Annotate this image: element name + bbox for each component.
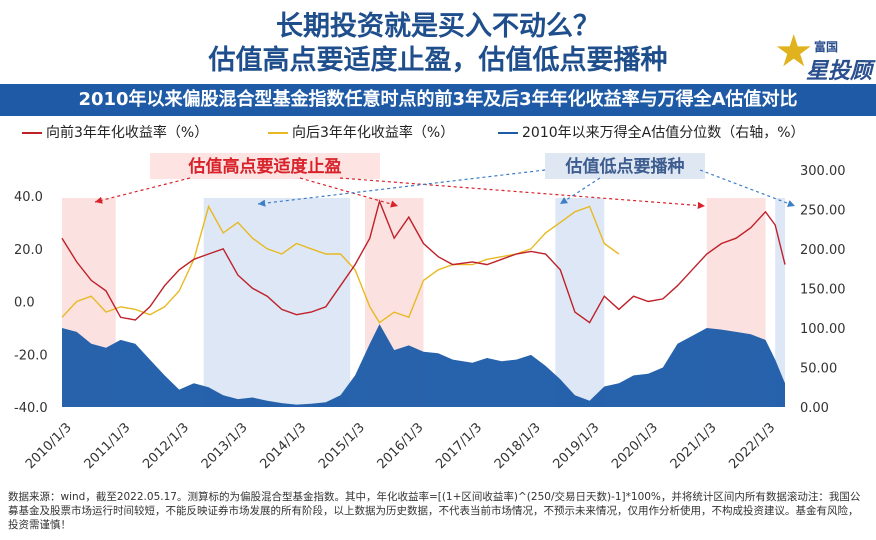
- left-tick-label: -40.0: [14, 401, 48, 416]
- high-arrow-2: [299, 177, 399, 208]
- legend-valuation: 2010年以来万得全A估值分位数（右轴，%）: [498, 122, 805, 142]
- legend-trailing: 向前3年年化收益率（%）: [22, 122, 208, 142]
- x-tick-label: 2014/1/3: [257, 420, 309, 472]
- high-valuation-label: 估值高点要适度止盈: [188, 156, 342, 177]
- low-arrow-3: [699, 169, 796, 207]
- low-arrow-2: [559, 177, 601, 205]
- valuation-area: [62, 324, 785, 407]
- right-tick-label: 150.00: [800, 283, 846, 298]
- left-tick-label: 0.0: [14, 296, 35, 311]
- high-arrow-1: [94, 177, 191, 204]
- forward-return-line: [61, 204, 620, 324]
- low-valuation-label: 估值低点要播种: [565, 156, 685, 177]
- left-tick-label: -20.0: [14, 348, 48, 363]
- title-line-1: 长期投资就是买入不动么？: [276, 11, 600, 42]
- star-icon: ★: [774, 26, 814, 77]
- footnote: 数据来源：wind，截至2022.05.17。测算标的为偏股混合型基金指数。其中…: [8, 491, 861, 531]
- right-tick-label: 200.00: [800, 243, 846, 258]
- low-label-box: [545, 153, 705, 179]
- right-tick-label: 0.00: [800, 401, 829, 416]
- right-tick-label: 300.00: [800, 164, 846, 179]
- brand-big: 星投顾: [806, 59, 873, 84]
- left-tick-label: 40.0: [14, 190, 43, 205]
- low-valuation-band-0: [203, 198, 351, 407]
- x-tick-label: 2017/1/3: [433, 420, 485, 472]
- x-tick-label: 2013/1/3: [199, 420, 251, 472]
- right-tick-label: 50.00: [800, 362, 837, 377]
- low-valuation-band-2: [775, 198, 785, 407]
- x-tick-label: 2015/1/3: [316, 420, 368, 472]
- x-tick-label: 2012/1/3: [140, 420, 192, 472]
- brand-logo: ★ 富国 星投顾: [772, 26, 873, 85]
- low-valuation-band-1: [555, 198, 605, 407]
- right-tick-label: 100.00: [800, 322, 846, 337]
- x-tick-label: 2016/1/3: [375, 420, 427, 472]
- x-tick-label: 2018/1/3: [492, 420, 544, 472]
- low-arrow-1: [257, 169, 546, 207]
- title-line-2: 估值高点要适度止盈，估值低点要播种: [208, 45, 668, 76]
- legend-forward: 向后3年年化收益率（%）: [268, 122, 454, 142]
- high-arrow-3: [339, 177, 706, 210]
- right-tick-label: 250.00: [800, 204, 846, 219]
- trailing-return-line: [61, 199, 786, 324]
- x-tick-label: 2022/1/3: [726, 420, 778, 472]
- chart-svg: 40.0 20.0 0.0 -20.0 -40.0 300.00 250.00 200.00 1…: [14, 153, 846, 472]
- x-tick-label: 2011/1/3: [82, 420, 134, 472]
- x-tick-label: 2019/1/3: [551, 420, 603, 472]
- x-tick-label: 2010/1/3: [23, 420, 75, 472]
- x-tick-label: 2020/1/3: [609, 420, 661, 472]
- brand-small: 富国: [814, 40, 839, 54]
- chart-subtitle: 2010年以来偏股混合型基金指数任意时点的前3年及后3年年化收益率与万得全A估值…: [0, 84, 876, 116]
- high-label-box: [150, 153, 380, 179]
- chart-legend: 向前3年年化收益率（%） 向后3年年化收益率（%） 2010年以来万得全A估值分…: [0, 122, 876, 142]
- left-tick-label: 20.0: [14, 243, 43, 258]
- x-tick-label: 2021/1/3: [668, 420, 720, 472]
